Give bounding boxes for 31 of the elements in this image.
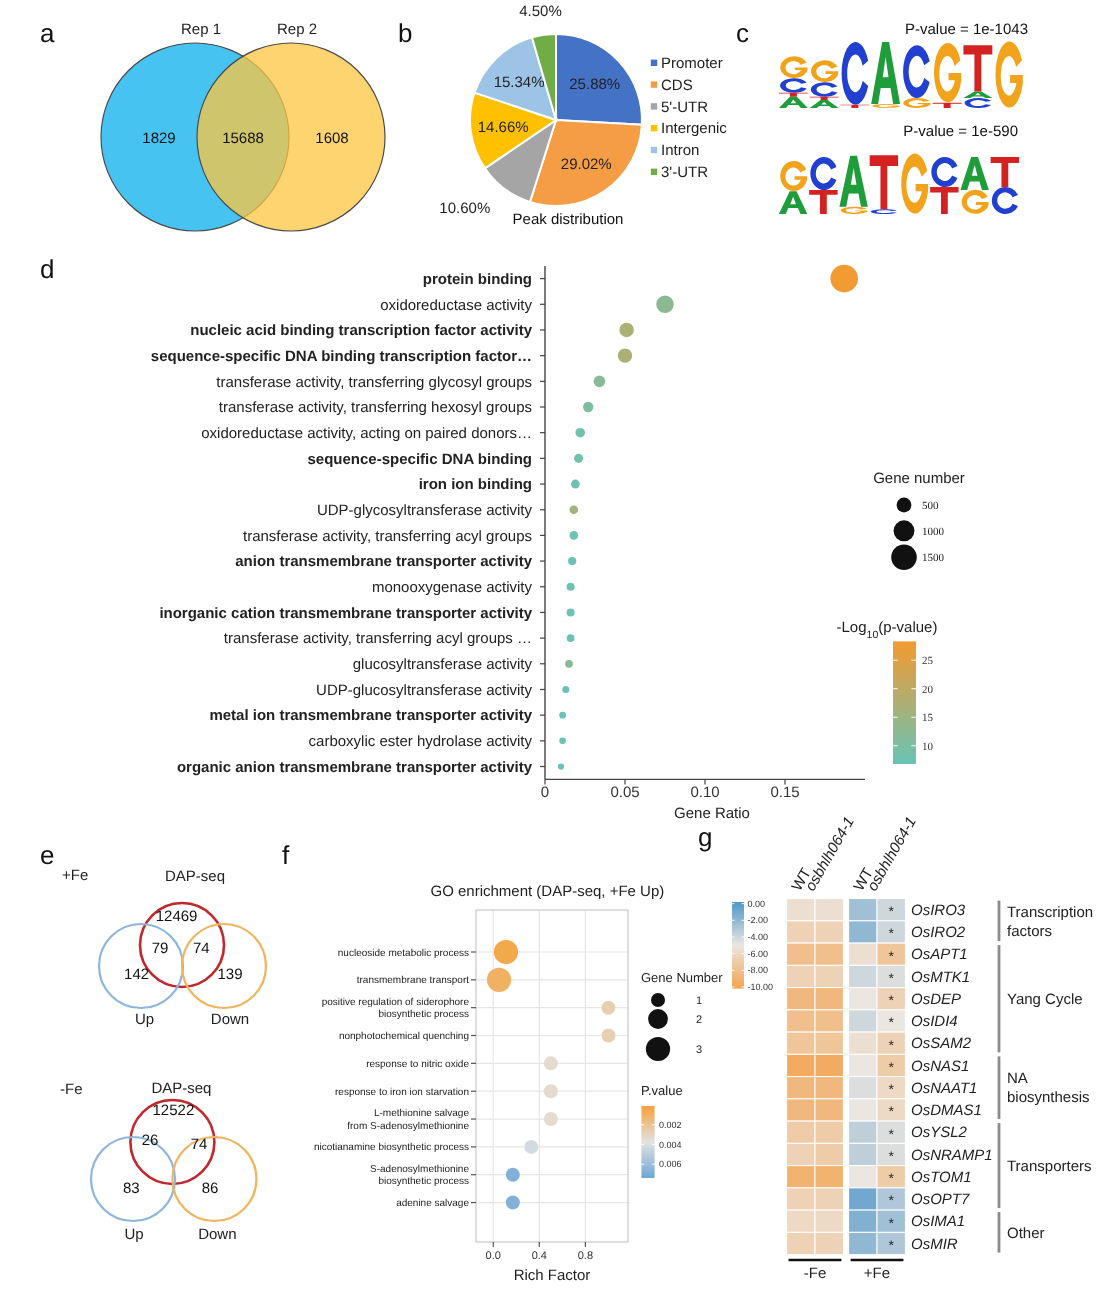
point — [566, 634, 575, 643]
point — [505, 1167, 520, 1182]
point — [601, 1028, 616, 1043]
point — [574, 453, 584, 463]
point — [543, 1056, 558, 1071]
point — [524, 1139, 539, 1154]
point — [601, 1000, 616, 1015]
point — [568, 556, 577, 566]
text: e — [40, 840, 55, 870]
text: b — [398, 18, 413, 48]
point — [569, 531, 579, 540]
point — [569, 505, 579, 515]
point — [582, 401, 594, 413]
point — [557, 763, 565, 770]
point — [543, 1084, 558, 1099]
point — [593, 375, 606, 388]
text: g — [698, 822, 713, 852]
text: d — [40, 254, 55, 284]
point — [575, 427, 585, 438]
point — [562, 685, 570, 694]
point — [505, 1195, 520, 1210]
point — [543, 1112, 558, 1127]
point — [559, 711, 566, 719]
point — [565, 659, 573, 668]
point — [566, 582, 575, 591]
text: f — [282, 840, 290, 870]
point — [566, 608, 575, 617]
point — [570, 479, 580, 489]
text: a — [40, 18, 56, 48]
text: c — [736, 18, 750, 48]
point — [559, 737, 566, 745]
